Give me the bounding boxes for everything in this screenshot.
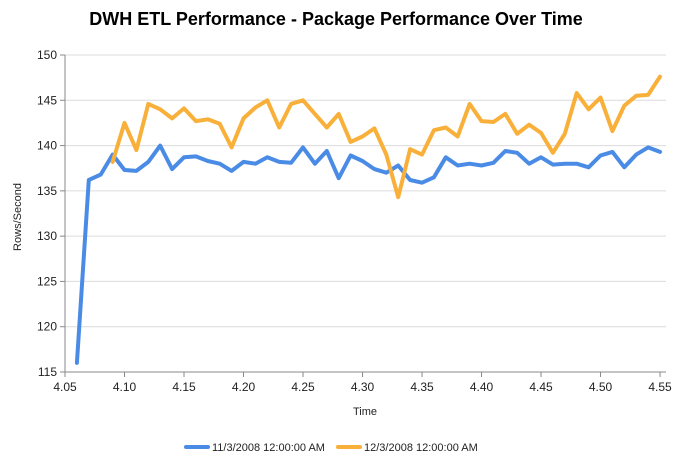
y-tick-label: 130 <box>37 229 57 243</box>
x-tick-label: 4.30 <box>351 380 375 394</box>
x-tick-label: 4.55 <box>648 380 672 394</box>
series-line-2 <box>110 74 662 200</box>
axes: 115 120 125 130 135 140 145 150 4.05 4.10 4.15 4.20… <box>37 48 672 394</box>
series-line-1 <box>74 143 662 365</box>
x-tick-label: 4.25 <box>291 380 315 394</box>
legend: 11/3/2008 12:00:00 AM 12/3/2008 12:00:00 … <box>184 442 478 454</box>
x-tick-label: 4.35 <box>410 380 434 394</box>
y-tick-label: 135 <box>37 184 57 198</box>
y-tick-label: 140 <box>37 139 57 153</box>
x-tick-label: 4.05 <box>53 380 77 394</box>
series-lines <box>74 74 662 365</box>
y-tick-label: 115 <box>38 365 57 379</box>
y-tick-label: 145 <box>37 93 57 107</box>
y-axis-label: Rows/Second <box>12 183 24 251</box>
x-tick-label: 4.10 <box>113 380 137 394</box>
chart-title: DWH ETL Performance - Package Performanc… <box>89 9 583 29</box>
grid <box>65 54 666 373</box>
y-tick-label: 120 <box>37 320 57 334</box>
legend-label-2: 12/3/2008 12:00:00 AM <box>364 442 478 454</box>
legend-label-1: 11/3/2008 12:00:00 AM <box>212 442 325 454</box>
x-tick-label: 4.15 <box>172 380 196 394</box>
y-tick-label: 150 <box>37 48 57 62</box>
x-tick-label: 4.50 <box>589 380 613 394</box>
x-axis-label: Time <box>353 406 377 418</box>
y-tick-label: 125 <box>37 274 57 288</box>
x-tick-label: 4.40 <box>470 380 494 394</box>
x-tick-label: 4.45 <box>529 380 553 394</box>
x-tick-label: 4.20 <box>232 380 256 394</box>
